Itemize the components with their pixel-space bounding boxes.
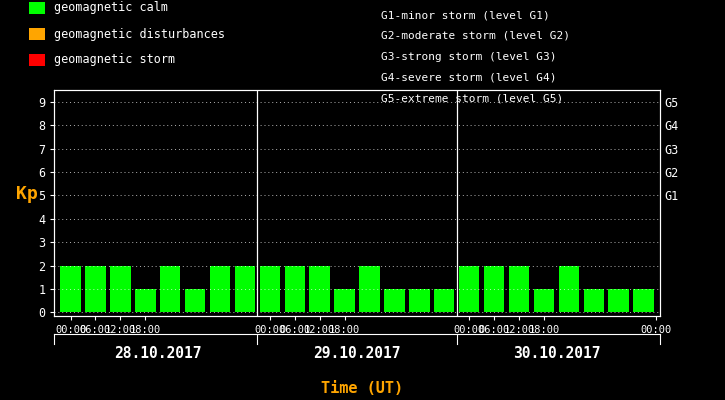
- Bar: [509, 266, 529, 312]
- Bar: [459, 266, 479, 312]
- Text: 29.10.2017: 29.10.2017: [313, 346, 401, 361]
- Bar: [86, 266, 106, 312]
- Bar: [558, 266, 579, 312]
- Text: 30.10.2017: 30.10.2017: [513, 346, 600, 361]
- Bar: [334, 289, 355, 312]
- Text: Time (UT): Time (UT): [321, 381, 404, 396]
- Text: G1-minor storm (level G1): G1-minor storm (level G1): [381, 10, 550, 20]
- Bar: [310, 266, 330, 312]
- Text: G4-severe storm (level G4): G4-severe storm (level G4): [381, 72, 556, 82]
- Text: G5-extreme storm (level G5): G5-extreme storm (level G5): [381, 93, 563, 103]
- Text: G2-moderate storm (level G2): G2-moderate storm (level G2): [381, 31, 570, 41]
- Bar: [584, 289, 604, 312]
- Bar: [210, 266, 231, 312]
- Text: geomagnetic storm: geomagnetic storm: [54, 54, 175, 66]
- Bar: [409, 289, 429, 312]
- Bar: [110, 266, 130, 312]
- Text: G3-strong storm (level G3): G3-strong storm (level G3): [381, 52, 556, 62]
- Bar: [285, 266, 305, 312]
- Y-axis label: Kp: Kp: [16, 185, 38, 203]
- Bar: [60, 266, 80, 312]
- Bar: [608, 289, 629, 312]
- Bar: [260, 266, 280, 312]
- Text: geomagnetic disturbances: geomagnetic disturbances: [54, 28, 225, 40]
- Bar: [185, 289, 205, 312]
- Bar: [235, 266, 255, 312]
- Bar: [384, 289, 405, 312]
- Bar: [160, 266, 181, 312]
- Bar: [484, 266, 505, 312]
- Bar: [434, 289, 455, 312]
- Bar: [634, 289, 654, 312]
- Text: 28.10.2017: 28.10.2017: [114, 346, 202, 361]
- Bar: [534, 289, 554, 312]
- Bar: [360, 266, 380, 312]
- Text: geomagnetic calm: geomagnetic calm: [54, 2, 167, 14]
- Bar: [135, 289, 156, 312]
